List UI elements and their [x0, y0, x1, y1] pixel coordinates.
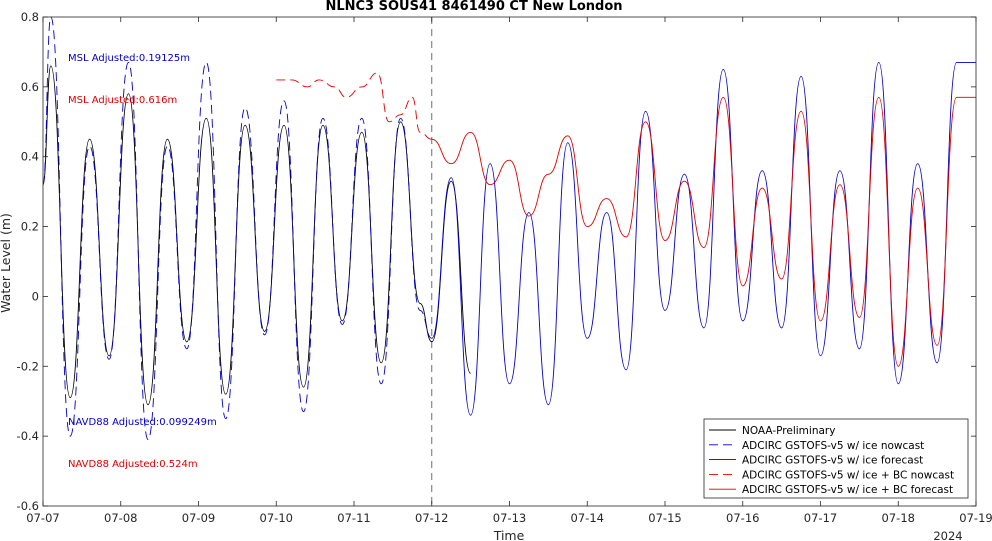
series-line-5 — [431, 96, 976, 367]
x-tick-label: 07-11 — [337, 511, 370, 525]
series-line-2 — [42, 16, 433, 441]
navd-red-annotation: NAVD88 Adjusted:0.524m — [68, 459, 198, 470]
x-tick-label: 07-13 — [493, 511, 526, 525]
y-tick-label: 0.6 — [21, 80, 39, 94]
legend-label-2: ADCIRC GSTOFS-v5 w/ ice nowcast — [742, 440, 924, 452]
x-tick-label: 07-09 — [182, 511, 215, 525]
y-tick-label: -0.2 — [17, 359, 39, 373]
x-tick-label: 07-10 — [260, 511, 293, 525]
legend-box — [703, 418, 969, 499]
x-tick-label: 07-17 — [804, 511, 837, 525]
x-tick-label: 07-07 — [26, 511, 59, 525]
legend-label-4: ADCIRC GSTOFS-v5 w/ ice + BC nowcast — [742, 469, 954, 481]
legend-label-1: NOAA-Preliminary — [742, 425, 835, 437]
y-tick-label: -0.4 — [17, 429, 39, 443]
y-tick-label: 0.2 — [21, 220, 39, 234]
legend-label-3: ADCIRC GSTOFS-v5 w/ ice forecast — [742, 455, 923, 467]
navd-blue-annotation: NAVD88 Adjusted:0.099249m — [68, 417, 217, 428]
chart-title: NLNC3 SOUS41 8461490 CT New London — [325, 0, 622, 14]
x-tick-label: 07-08 — [104, 511, 137, 525]
x-tick-label: 07-19 — [959, 511, 992, 525]
msl-blue-annotation: MSL Adjusted:0.19125m — [68, 53, 190, 64]
y-tick-label: 0.4 — [21, 150, 39, 164]
legend-label-5: ADCIRC GSTOFS-v5 w/ ice + BC forecast — [742, 484, 953, 496]
msl-red-annotation: MSL Adjusted:0.616m — [68, 95, 177, 106]
x-tick-label: 07-14 — [571, 511, 604, 525]
x-tick-label: 07-16 — [726, 511, 759, 525]
x-axis-title: Time — [493, 528, 525, 541]
y-tick-label: 0.8 — [21, 10, 39, 24]
series-layer — [42, 16, 976, 441]
y-tick-label: 0 — [32, 289, 39, 303]
x-tick-label: 07-12 — [415, 511, 448, 525]
x-tick-label: 07-15 — [648, 511, 681, 525]
series-line-3 — [431, 61, 976, 416]
legend: NOAA-Preliminary ADCIRC GSTOFS-v5 w/ ice … — [703, 418, 969, 499]
y-tick-label: -0.6 — [17, 499, 39, 513]
y-axis-title: Water Level (m) — [0, 213, 13, 313]
x-year-label: 2024 — [933, 529, 962, 541]
axes: 07-07 07-08 07-09 07-10 07-11 07-12 07-13 07-14… — [17, 10, 992, 525]
x-tick-label: 07-18 — [882, 511, 915, 525]
series-line-4 — [276, 72, 432, 140]
